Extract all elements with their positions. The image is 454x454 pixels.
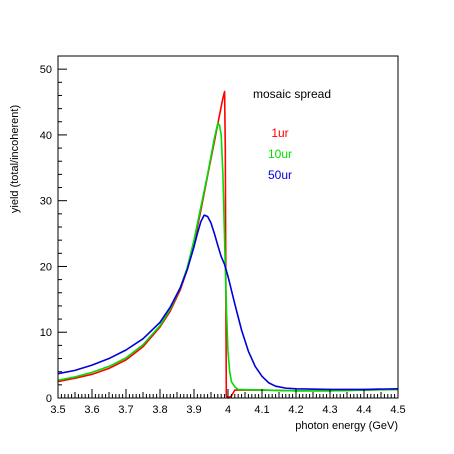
legend-entry-50ur: 50ur	[268, 168, 292, 182]
legend-title: mosaic spread	[253, 87, 331, 101]
x-axis-label: photon energy (GeV)	[295, 420, 398, 432]
y-tick-label: 20	[40, 261, 52, 273]
legend-entry-1ur: 1ur	[271, 126, 288, 140]
plot-curves	[57, 90, 399, 399]
x-tick-label: 3.7	[118, 404, 133, 416]
y-tick-label: 50	[40, 64, 52, 76]
x-tick-label: 4.5	[390, 404, 405, 416]
series-line-50ur	[57, 214, 399, 391]
y-tick-label: 0	[46, 393, 52, 405]
x-tick-label: 4	[225, 404, 231, 416]
y-axis: 0 10 20 30 40 50	[40, 64, 67, 405]
x-tick-label: 3.8	[152, 404, 167, 416]
x-tick-label: 3.5	[50, 404, 65, 416]
y-tick-label: 10	[40, 327, 52, 339]
y-axis-label: yield (total/incoherent)	[9, 105, 21, 213]
y-tick-label: 40	[40, 130, 52, 142]
x-tick-label: 3.6	[84, 404, 99, 416]
legend: mosaic spread 1ur 10ur 50ur	[253, 87, 331, 182]
x-axis: 3.5 3.6 3.7 3.8 3.9 4 4.1 4.2 4.3 4.4 4.5	[50, 389, 406, 416]
x-tick-label: 4.2	[288, 404, 303, 416]
x-tick-label: 4.1	[254, 404, 269, 416]
x-tick-label: 3.9	[186, 404, 201, 416]
series-line-10ur	[57, 122, 399, 392]
legend-entry-10ur: 10ur	[268, 147, 292, 161]
x-tick-label: 4.4	[356, 404, 371, 416]
x-tick-label: 4.3	[322, 404, 337, 416]
y-tick-label: 30	[40, 196, 52, 208]
